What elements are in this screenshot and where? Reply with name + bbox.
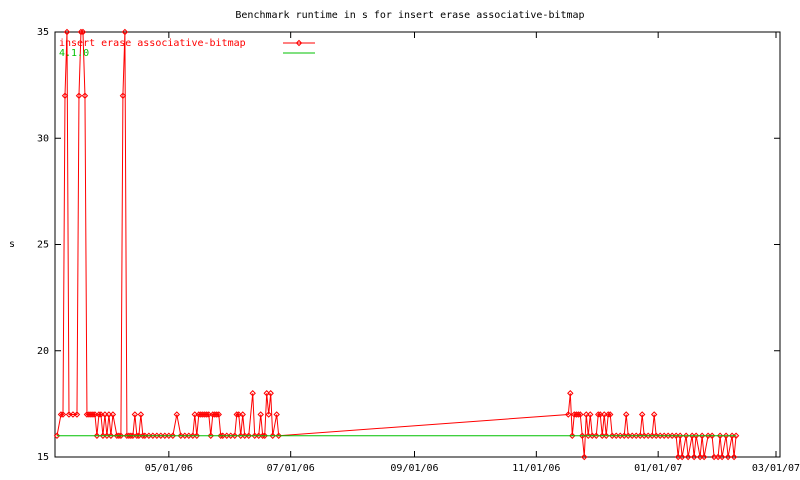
data-point — [201, 411, 209, 418]
data-point — [137, 411, 145, 418]
data-point — [203, 411, 210, 418]
y-tick-label: 30 — [37, 133, 49, 144]
data-point — [718, 453, 726, 461]
data-point — [730, 453, 738, 461]
legend-marker — [295, 39, 303, 47]
data-point — [77, 28, 85, 36]
data-point — [131, 411, 139, 418]
data-point — [267, 390, 274, 397]
data-point — [65, 411, 73, 418]
data-point — [95, 411, 103, 418]
y-tick-label: 15 — [37, 452, 49, 463]
x-tick-label: 03/01/07 — [752, 463, 800, 474]
data-point — [91, 411, 99, 418]
x-tick-label: 09/01/06 — [390, 463, 438, 474]
data-point — [83, 411, 91, 418]
data-point — [121, 28, 129, 36]
data-point — [57, 411, 65, 418]
data-point — [700, 453, 708, 461]
plot-frame — [54, 31, 781, 458]
data-point — [684, 453, 692, 461]
data-point — [205, 411, 212, 418]
data-point — [732, 432, 740, 439]
data-point — [650, 411, 658, 418]
data-point — [235, 411, 242, 418]
x-tick-label: 07/01/06 — [267, 463, 315, 474]
data-point — [583, 411, 590, 418]
data-point — [63, 28, 71, 36]
data-point — [191, 411, 199, 418]
data-point — [567, 390, 574, 397]
data-point — [69, 411, 77, 418]
y-tick-label: 25 — [37, 240, 49, 251]
data-point — [696, 453, 704, 461]
data-point — [678, 453, 686, 461]
y-tick-label: 35 — [37, 27, 49, 38]
data-point — [714, 453, 722, 461]
data-point — [109, 411, 117, 418]
data-point — [97, 411, 105, 418]
chart-title: Benchmark runtime in s for insert erase … — [235, 10, 584, 21]
data-point — [623, 411, 630, 418]
x-tick-label: 01/01/07 — [634, 463, 682, 474]
data-point — [233, 411, 240, 418]
data-point — [209, 411, 216, 418]
data-point — [81, 92, 89, 99]
data-point — [85, 411, 93, 418]
data-point — [89, 411, 97, 418]
data-point — [213, 411, 220, 418]
x-tick-label: 11/01/06 — [512, 463, 560, 474]
data-point — [215, 411, 222, 418]
data-point — [607, 411, 614, 418]
data-point — [577, 411, 584, 418]
data-point — [575, 411, 582, 418]
data-point — [263, 390, 270, 397]
data-point — [605, 411, 612, 418]
data-point — [265, 411, 272, 418]
x-tick-label: 05/01/06 — [145, 463, 193, 474]
data-point — [75, 92, 83, 99]
data-point — [239, 411, 246, 418]
data-point — [105, 411, 113, 418]
data-point — [571, 411, 578, 418]
data-point — [273, 411, 280, 418]
data-point — [601, 411, 608, 418]
data-point — [581, 453, 588, 461]
data-point — [61, 92, 69, 99]
data-point — [87, 411, 95, 418]
data-point — [173, 411, 181, 418]
data-point — [724, 453, 732, 461]
data-point — [595, 411, 602, 418]
data-point — [73, 411, 81, 418]
y-axis-label: s — [9, 239, 15, 250]
data-point — [119, 92, 127, 99]
data-point — [710, 453, 718, 461]
data-point — [101, 411, 109, 418]
data-point — [573, 411, 580, 418]
data-point — [197, 411, 205, 418]
data-point — [79, 28, 87, 36]
data-point — [59, 411, 67, 418]
data-point — [597, 411, 604, 418]
y-tick-label: 20 — [37, 346, 49, 357]
data-point — [674, 453, 682, 461]
legend-label: insert erase associative-bitmap — [59, 38, 246, 49]
data-point — [690, 453, 698, 461]
data-point — [199, 411, 207, 418]
data-point — [211, 411, 218, 418]
legend-label: 4.1.0 — [59, 48, 89, 59]
data-point — [249, 390, 256, 397]
data-point — [638, 411, 646, 418]
data-point — [565, 411, 572, 418]
data-point — [257, 411, 264, 418]
data-point — [195, 411, 203, 418]
series-line — [56, 31, 737, 458]
data-point — [587, 411, 594, 418]
